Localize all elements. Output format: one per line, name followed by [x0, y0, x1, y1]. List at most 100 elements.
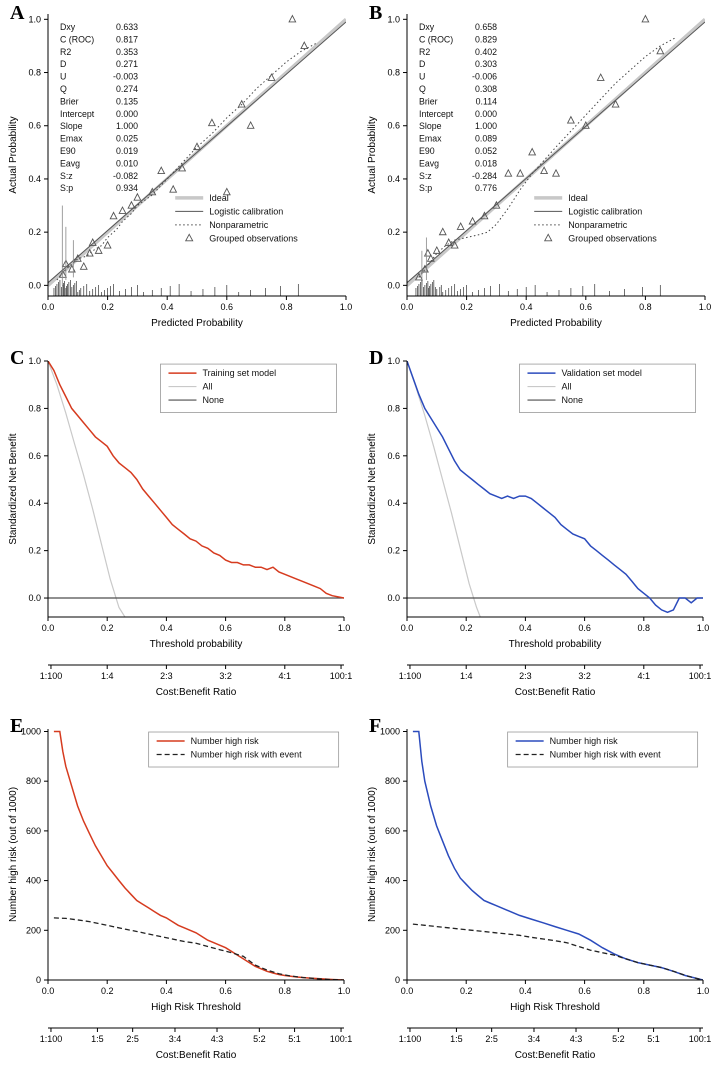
- svg-text:D: D: [60, 59, 66, 69]
- svg-text:1.0: 1.0: [699, 302, 712, 312]
- svg-text:U: U: [60, 72, 66, 82]
- svg-text:Ideal: Ideal: [568, 193, 588, 203]
- svg-text:100:1: 100:1: [330, 1034, 353, 1044]
- svg-text:1.0: 1.0: [387, 356, 400, 366]
- svg-text:0.114: 0.114: [476, 96, 497, 106]
- svg-text:0.2: 0.2: [387, 227, 400, 237]
- svg-text:Emax: Emax: [60, 134, 83, 144]
- svg-text:Logistic calibration: Logistic calibration: [209, 206, 283, 216]
- svg-text:Q: Q: [419, 84, 426, 94]
- svg-text:800: 800: [385, 776, 400, 786]
- svg-text:0: 0: [36, 975, 41, 985]
- svg-text:-0.003: -0.003: [113, 72, 138, 82]
- panel-label-A: A: [10, 2, 25, 24]
- svg-text:1.0: 1.0: [28, 356, 41, 366]
- svg-text:Actual Probability: Actual Probability: [8, 116, 19, 193]
- svg-text:1:4: 1:4: [460, 671, 473, 681]
- svg-text:Threshold probability: Threshold probability: [150, 639, 243, 650]
- svg-text:5:2: 5:2: [612, 1034, 625, 1044]
- svg-text:Predicted Probability: Predicted Probability: [510, 318, 602, 329]
- svg-text:0.025: 0.025: [116, 134, 138, 144]
- svg-text:400: 400: [26, 876, 41, 886]
- svg-text:0.010: 0.010: [116, 158, 138, 168]
- svg-text:All: All: [561, 382, 571, 392]
- svg-text:1.0: 1.0: [697, 986, 710, 996]
- svg-text:1.000: 1.000: [475, 121, 497, 131]
- panel-A: A 0.0 0.2 0.4 0.6 0.8 1.0 0.0 0.2 0.4 0.6 0.8 1.0 Pr…: [0, 0, 359, 345]
- panel-label-F: F: [369, 715, 382, 737]
- svg-text:0.308: 0.308: [475, 84, 497, 94]
- svg-text:Brier: Brier: [419, 96, 438, 106]
- svg-text:0.2: 0.2: [387, 546, 400, 556]
- svg-text:5:1: 5:1: [288, 1034, 301, 1044]
- svg-text:0.4: 0.4: [161, 302, 174, 312]
- svg-text:0.8: 0.8: [28, 68, 41, 78]
- svg-text:Intercept: Intercept: [419, 109, 454, 119]
- svg-text:0.8: 0.8: [387, 403, 400, 413]
- svg-text:Number high risk: Number high risk: [191, 736, 260, 746]
- panel-label-D: D: [369, 347, 384, 369]
- svg-text:Nonparametric: Nonparametric: [209, 220, 269, 230]
- svg-text:0.6: 0.6: [578, 623, 591, 633]
- svg-text:0.2: 0.2: [28, 546, 41, 556]
- svg-text:2:3: 2:3: [519, 671, 532, 681]
- svg-text:-0.284: -0.284: [472, 171, 497, 181]
- svg-text:1.0: 1.0: [338, 986, 351, 996]
- svg-text:Brier: Brier: [60, 96, 79, 106]
- svg-text:E90: E90: [60, 146, 76, 156]
- svg-text:Number high risk (out of 1000): Number high risk (out of 1000): [8, 787, 19, 922]
- svg-text:0.000: 0.000: [116, 109, 138, 119]
- svg-text:4:1: 4:1: [279, 671, 292, 681]
- svg-text:1:100: 1:100: [399, 671, 422, 681]
- svg-text:0.6: 0.6: [28, 121, 41, 131]
- svg-text:Dxy: Dxy: [60, 22, 76, 32]
- svg-text:Grouped observations: Grouped observations: [209, 233, 298, 243]
- svg-text:-0.006: -0.006: [472, 72, 497, 82]
- svg-text:1.0: 1.0: [340, 302, 353, 312]
- svg-text:R2: R2: [419, 47, 430, 57]
- svg-text:1:100: 1:100: [399, 1034, 422, 1044]
- svg-text:1.0: 1.0: [28, 14, 41, 24]
- svg-text:Ideal: Ideal: [209, 193, 229, 203]
- svg-text:0.0: 0.0: [387, 593, 400, 603]
- svg-text:1:5: 1:5: [91, 1034, 104, 1044]
- svg-text:5:1: 5:1: [647, 1034, 660, 1044]
- svg-text:High Risk Threshold: High Risk Threshold: [151, 1002, 241, 1013]
- clinical-impact-validation: 0.0 0.2 0.4 0.6 0.8 1.0 0 200 400 600 800 1000 High …: [367, 726, 711, 1061]
- svg-text:0.6: 0.6: [580, 302, 593, 312]
- svg-text:0.8: 0.8: [280, 302, 293, 312]
- svg-text:1000: 1000: [380, 726, 400, 736]
- svg-text:Number high risk with event: Number high risk with event: [191, 750, 303, 760]
- svg-text:0.6: 0.6: [387, 451, 400, 461]
- svg-text:0.089: 0.089: [475, 134, 497, 144]
- svg-text:0.4: 0.4: [28, 498, 41, 508]
- svg-text:5:2: 5:2: [253, 1034, 266, 1044]
- svg-text:0.2: 0.2: [101, 986, 114, 996]
- svg-text:Standardized Net Benefit: Standardized Net Benefit: [8, 433, 19, 544]
- svg-text:0.8: 0.8: [279, 986, 292, 996]
- svg-text:1.0: 1.0: [387, 14, 400, 24]
- decision-curve-validation: 0.0 0.2 0.4 0.6 0.8 1.0 0.0 0.2 0.4 0.6 0.8 1.0 Thre…: [367, 356, 712, 698]
- svg-text:1.000: 1.000: [116, 121, 138, 131]
- svg-text:100:1: 100:1: [689, 671, 712, 681]
- svg-text:0.4: 0.4: [28, 174, 41, 184]
- svg-text:0.271: 0.271: [116, 59, 138, 69]
- svg-text:600: 600: [26, 826, 41, 836]
- panel-F: F 0.0 0.2 0.4 0.6 0.8 1.0 0 200 400 600 800 1000 Hig…: [359, 713, 718, 1076]
- svg-text:Grouped observations: Grouped observations: [568, 233, 657, 243]
- svg-text:0.2: 0.2: [101, 623, 114, 633]
- svg-text:0.6: 0.6: [578, 986, 591, 996]
- svg-text:0.4: 0.4: [160, 623, 173, 633]
- svg-text:Emax: Emax: [419, 134, 442, 144]
- svg-text:2:5: 2:5: [126, 1034, 139, 1044]
- svg-text:None: None: [202, 395, 224, 405]
- svg-text:0.303: 0.303: [475, 59, 497, 69]
- svg-text:Cost:Benefit Ratio: Cost:Benefit Ratio: [156, 1050, 237, 1061]
- svg-text:0.6: 0.6: [219, 623, 232, 633]
- svg-text:1:100: 1:100: [40, 671, 63, 681]
- svg-text:0.402: 0.402: [475, 47, 497, 57]
- svg-text:Cost:Benefit Ratio: Cost:Benefit Ratio: [515, 1050, 596, 1061]
- svg-text:0.8: 0.8: [638, 623, 651, 633]
- svg-text:Dxy: Dxy: [419, 22, 435, 32]
- svg-text:0.0: 0.0: [28, 280, 41, 290]
